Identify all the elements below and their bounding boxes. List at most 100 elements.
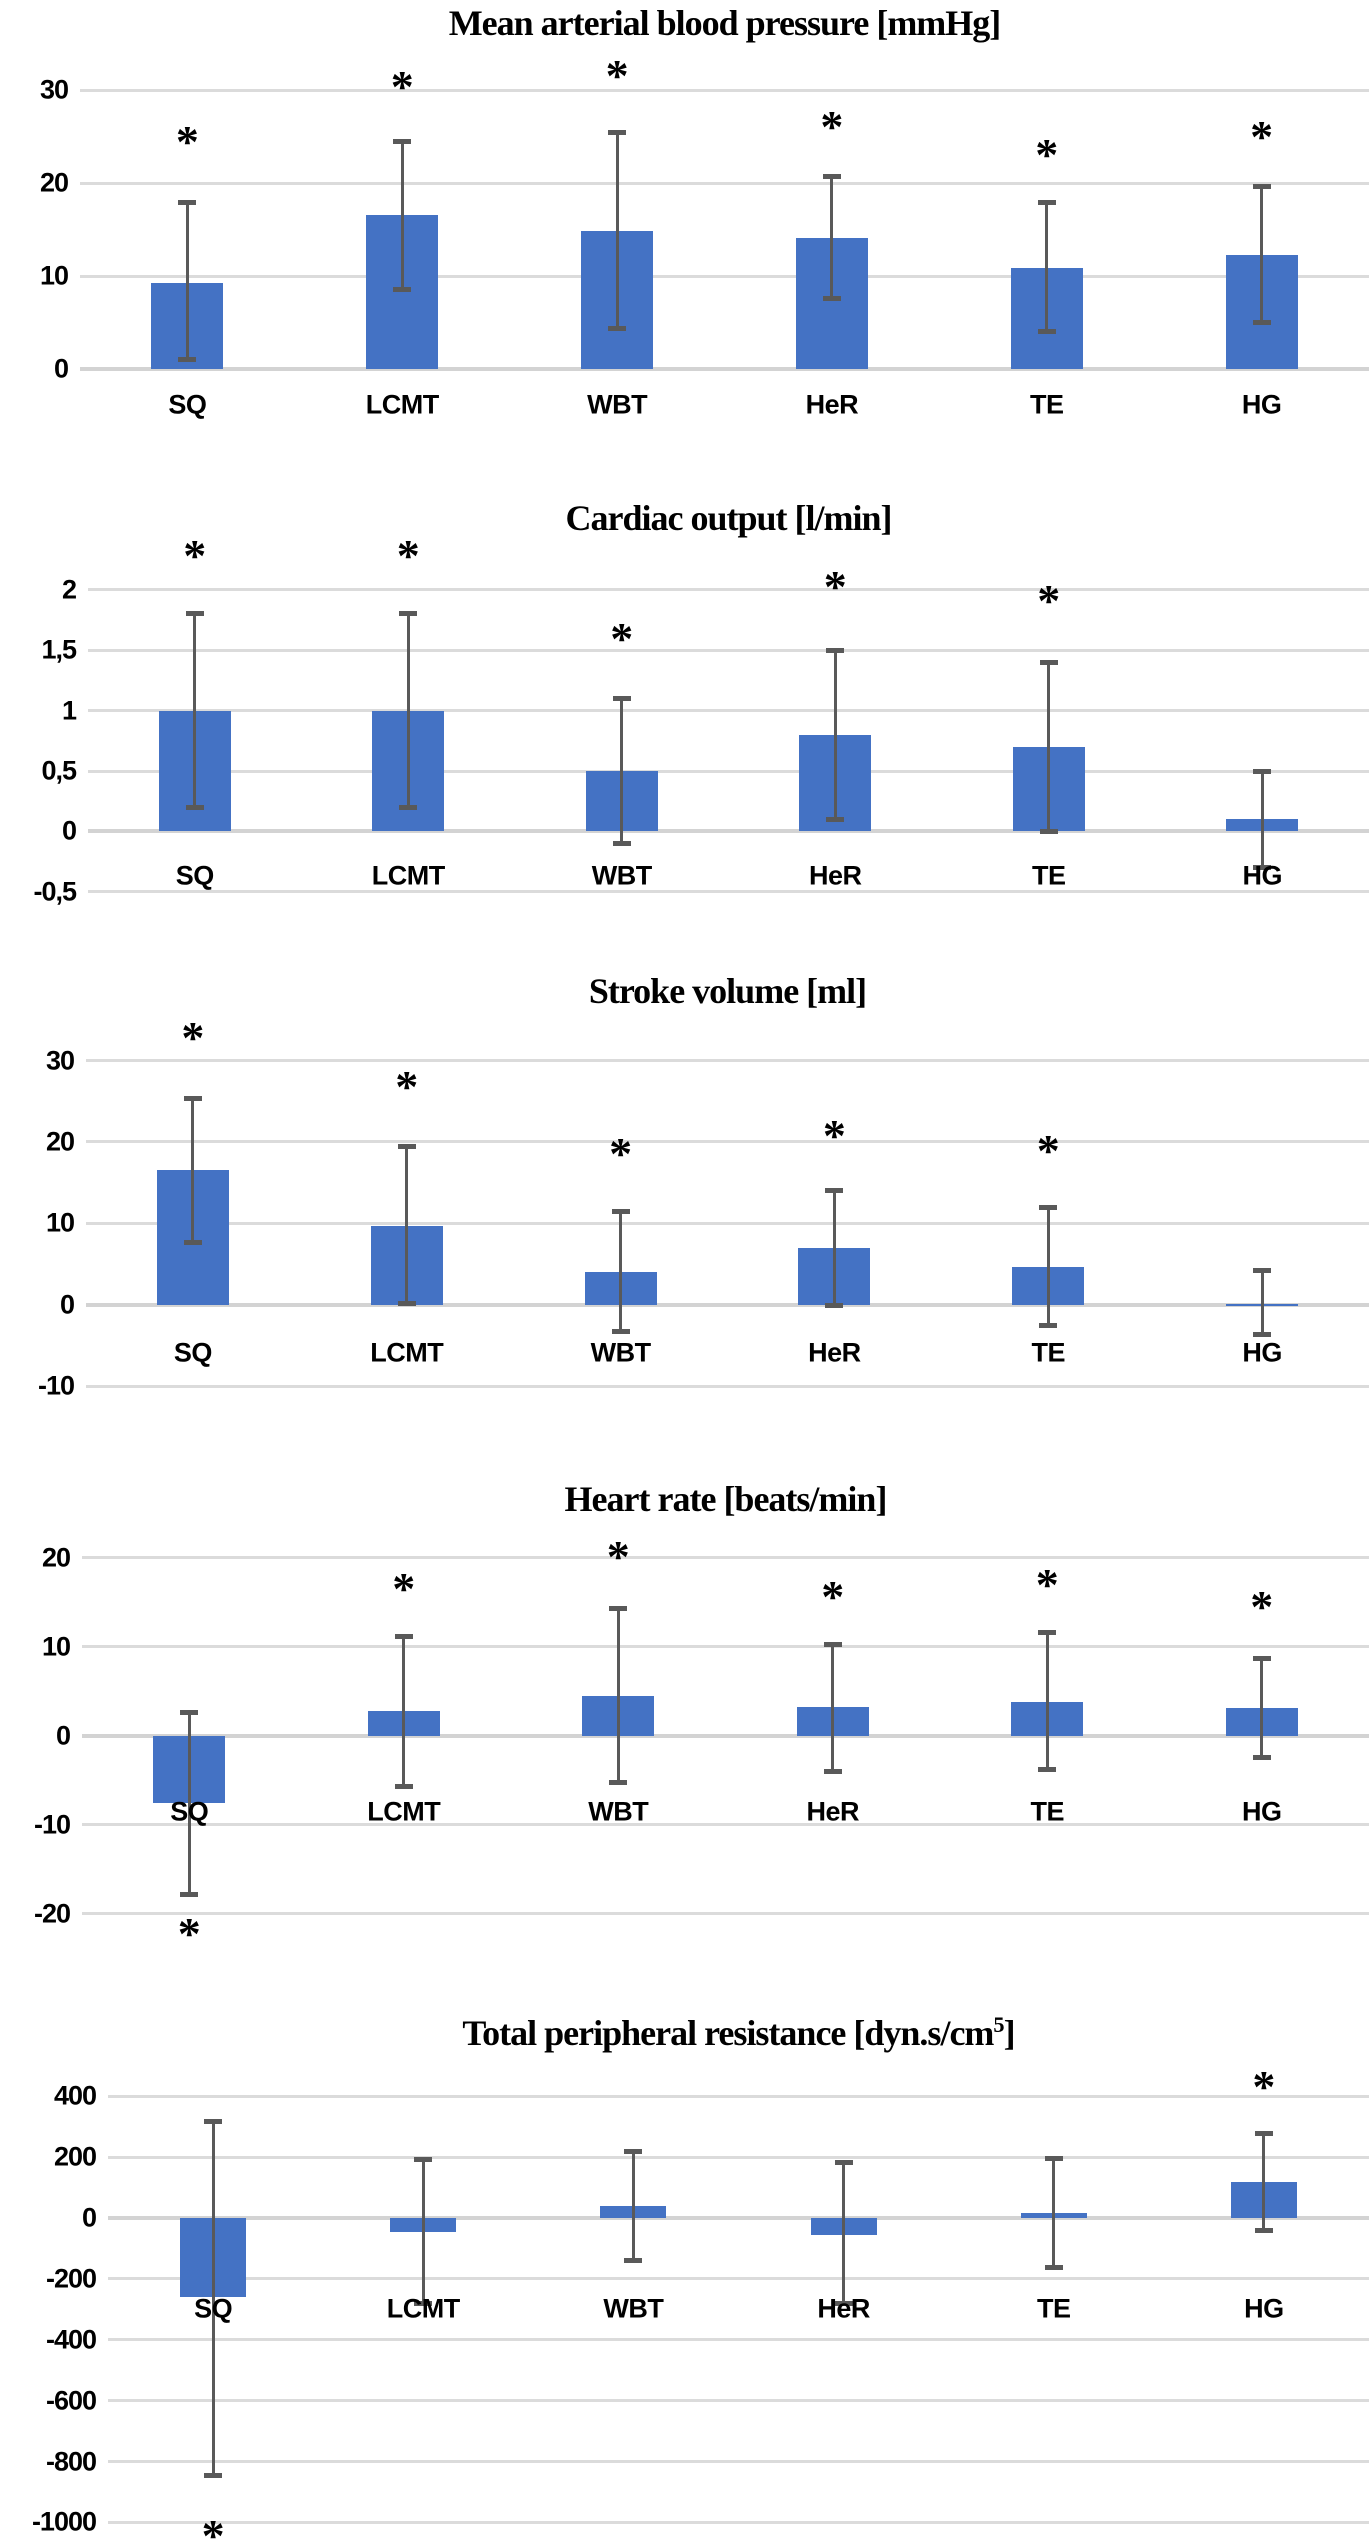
- error-bar-cap-top: [394, 1633, 413, 1639]
- y-tick-label: 1: [61, 695, 77, 726]
- x-axis-line: [108, 2215, 1369, 2220]
- y-tick-label: -800: [45, 2446, 97, 2477]
- gridline: [108, 2277, 1369, 2281]
- error-bar-line: [193, 613, 197, 808]
- significance-star: *: [1035, 1559, 1059, 1611]
- y-tick-label: 0,5: [41, 755, 77, 786]
- gridline: [82, 1912, 1369, 1916]
- gridline: [108, 2094, 1369, 2098]
- error-bar-cap-bottom: [1038, 1766, 1057, 1772]
- gridline: [80, 181, 1369, 185]
- error-bar-cap-top: [609, 1605, 628, 1611]
- gridline: [86, 1221, 1369, 1225]
- error-bar-cap-bottom: [825, 1303, 844, 1309]
- error-bar-line: [1260, 771, 1264, 868]
- y-tick-label: -600: [45, 2385, 97, 2416]
- error-bar-cap-bottom: [394, 1783, 413, 1789]
- error-bar-cap-top: [611, 1209, 630, 1215]
- gridline: [88, 588, 1369, 592]
- significance-star: *: [610, 612, 634, 664]
- significance-star: *: [1252, 2060, 1276, 2112]
- category-label: TE: [1031, 860, 1066, 891]
- error-bar-cap-bottom: [611, 1329, 630, 1335]
- gridline: [108, 2338, 1369, 2342]
- category-label: WBT: [587, 389, 648, 420]
- error-bar-cap-top: [178, 200, 197, 206]
- y-tick-label: -400: [45, 2324, 97, 2355]
- error-bar-line: [1052, 2158, 1056, 2268]
- y-tick-label: -10: [33, 1809, 71, 1840]
- error-bar-cap-top: [1038, 1629, 1057, 1635]
- significance-star: *: [1036, 1124, 1060, 1176]
- error-bar-line: [842, 2162, 846, 2304]
- category-label: TE: [1031, 1337, 1066, 1368]
- significance-star: *: [183, 530, 207, 582]
- error-bar-line: [631, 2151, 635, 2261]
- category-label: HeR: [806, 1796, 860, 1827]
- category-label: LCMT: [365, 389, 439, 420]
- significance-star: *: [1250, 1580, 1274, 1632]
- chart-title-text: Heart rate [beats/min]: [564, 1479, 888, 1519]
- y-tick-label: 10: [45, 1207, 75, 1238]
- category-label: LCMT: [371, 860, 445, 891]
- significance-star: *: [821, 1570, 845, 1622]
- error-bar-cap-bottom: [178, 356, 197, 362]
- gridline: [86, 1384, 1369, 1388]
- category-label: WBT: [588, 1796, 649, 1827]
- significance-star: *: [822, 1110, 846, 1162]
- error-bar-cap-bottom: [1044, 2264, 1063, 2270]
- chart-heart-rate: Heart rate [beats/min] 20 10 0 -10 -20 * SQ * LCM…: [0, 1420, 1369, 1957]
- error-bar-cap-top: [612, 696, 631, 701]
- category-label: LCMT: [370, 1337, 444, 1368]
- error-bar-line: [402, 1636, 406, 1787]
- chart-title-text: Total peripheral resistance [dyn.s/cm: [462, 2013, 994, 2053]
- gridline: [108, 2520, 1369, 2524]
- error-bar-cap-bottom: [612, 841, 631, 847]
- significance-star: *: [201, 2509, 225, 2541]
- gridline: [82, 1823, 1369, 1827]
- category-label: HG: [1242, 1796, 1282, 1827]
- error-bar-cap-top: [399, 611, 418, 617]
- error-bar-line: [830, 176, 834, 299]
- category-label: SQ: [173, 1337, 213, 1368]
- gridline: [86, 1140, 1369, 1144]
- error-bar-line: [1260, 1270, 1264, 1335]
- error-bar-cap-top: [1044, 2156, 1063, 2162]
- category-label: SQ: [168, 389, 207, 420]
- error-bar-cap-bottom: [414, 2300, 433, 2306]
- significance-star: *: [175, 116, 199, 168]
- category-label: SQ: [175, 860, 215, 891]
- error-bar-line: [187, 1712, 191, 1895]
- error-bar-line: [831, 1644, 835, 1772]
- y-tick-label: -200: [45, 2263, 97, 2294]
- category-label: TE: [1029, 389, 1064, 420]
- y-tick-label: -20: [33, 1898, 71, 1929]
- error-bar-line: [619, 1211, 623, 1332]
- gridline: [108, 2460, 1369, 2464]
- error-bar-cap-bottom: [1253, 1331, 1272, 1337]
- error-bar-cap-top: [393, 138, 412, 144]
- y-tick-label: 200: [53, 2141, 97, 2172]
- category-label: TE: [1036, 2293, 1071, 2324]
- error-bar-cap-top: [608, 129, 627, 135]
- significance-star: *: [605, 50, 629, 102]
- error-bar-cap-bottom: [1253, 865, 1272, 871]
- error-bar-cap-bottom: [609, 1780, 628, 1786]
- error-bar-cap-bottom: [1039, 828, 1058, 834]
- error-bar-cap-top: [180, 1710, 199, 1716]
- error-bar-line: [1045, 1632, 1049, 1770]
- error-bar-cap-bottom: [1037, 328, 1056, 334]
- significance-star: *: [396, 530, 420, 582]
- significance-star: *: [606, 1530, 630, 1582]
- error-bar-line: [615, 132, 619, 329]
- gridline: [88, 890, 1369, 894]
- error-bar-cap-top: [185, 611, 204, 617]
- significance-star: *: [177, 1908, 201, 1960]
- error-bar-cap-bottom: [624, 2258, 643, 2264]
- y-tick-label: 0: [53, 353, 69, 384]
- y-tick-label: 10: [41, 1631, 71, 1662]
- y-tick-label: 20: [45, 1126, 75, 1157]
- error-bar-cap-bottom: [183, 1240, 202, 1246]
- y-tick-label: 0: [81, 2202, 97, 2233]
